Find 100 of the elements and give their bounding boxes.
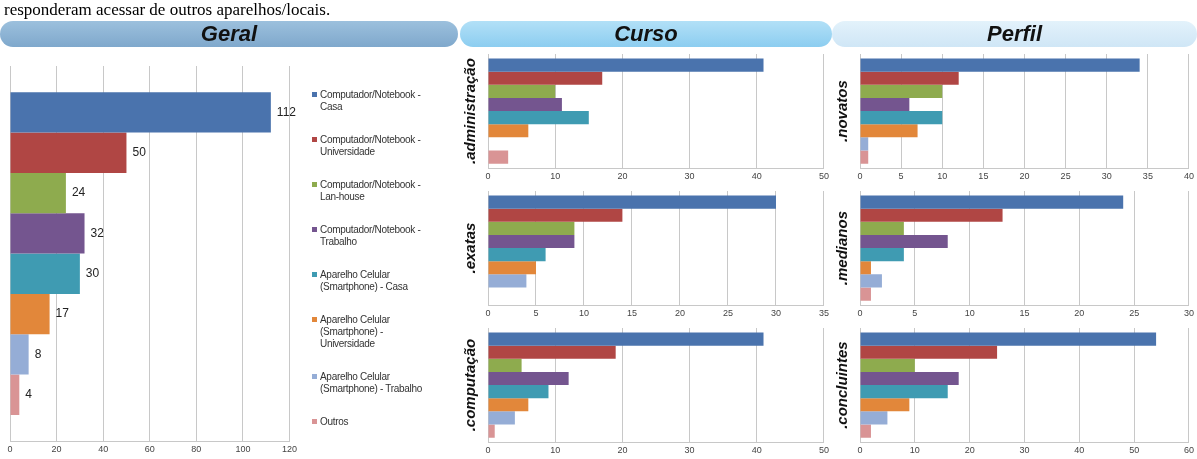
bar: [488, 411, 515, 425]
bar: [488, 208, 623, 222]
x-tick-label: 20: [617, 171, 628, 182]
y-axis-title: .administração: [461, 58, 479, 165]
bar: [860, 195, 1124, 209]
data-label: 112: [276, 104, 297, 119]
chart-title: Geral: [0, 21, 458, 47]
legend-label: Computador/Notebook - Trabalho: [320, 223, 422, 248]
x-tick-label: 0: [485, 171, 491, 182]
x-tick-label: 0: [7, 444, 13, 455]
legend-label: Aparelho Celular (Smartphone) - Universidade: [320, 313, 391, 350]
x-tick-label: 30: [770, 308, 781, 319]
bar: [860, 58, 1140, 72]
x-tick-label: 10: [937, 171, 948, 182]
bar: [10, 374, 20, 415]
bar: [860, 234, 948, 249]
data-label: 24: [71, 185, 86, 200]
bar: [860, 221, 904, 235]
legend-label: Aparelho Celular (Smartphone) - Trabalho: [320, 370, 424, 395]
bar: [488, 261, 536, 275]
bar: [860, 137, 869, 151]
x-tick-label: 25: [1129, 308, 1140, 319]
bar: [860, 358, 915, 372]
y-axis-title: .exatas: [461, 222, 479, 274]
bar: [488, 221, 575, 235]
x-tick-label: 0: [857, 445, 863, 456]
x-tick-label: 10: [550, 171, 561, 182]
x-tick-label: 40: [1074, 445, 1085, 456]
bar: [488, 111, 589, 125]
x-tick-label: 25: [1060, 171, 1071, 182]
data-label: 8: [34, 346, 42, 361]
bar: [488, 71, 603, 85]
x-tick-label: 60: [1183, 445, 1194, 456]
bar: [488, 234, 575, 249]
legend-label: Computador/Notebook - Lan-house: [320, 178, 422, 203]
x-tick-label: 0: [485, 308, 491, 319]
bar: [488, 398, 529, 412]
x-tick-label: 40: [1183, 171, 1194, 182]
bar: [488, 371, 569, 386]
x-tick-label: 0: [857, 308, 863, 319]
x-tick-label: 5: [912, 308, 918, 319]
chart-title: Perfil: [832, 21, 1197, 47]
x-tick-label: 15: [978, 171, 989, 182]
bar: [860, 345, 998, 359]
x-tick-label: 30: [684, 445, 695, 456]
bar: [860, 398, 910, 412]
bar: [488, 58, 764, 72]
x-tick-label: 5: [533, 308, 539, 319]
bar: [488, 150, 509, 164]
bar: [860, 332, 1157, 346]
bar: [860, 71, 959, 85]
legend-label: Outros: [320, 415, 349, 428]
bar: [488, 124, 529, 138]
x-tick-label: 10: [550, 445, 561, 456]
legend-label: Computador/Notebook - Casa: [320, 88, 422, 113]
bar: [488, 358, 522, 372]
x-tick-label: 30: [1183, 308, 1194, 319]
x-tick-label: 20: [51, 444, 62, 455]
bar: [860, 261, 871, 275]
y-axis-title: .computação: [461, 338, 479, 432]
x-tick-label: 30: [684, 171, 695, 182]
x-tick-label: 100: [235, 444, 251, 455]
legend-label: Aparelho Celular (Smartphone) - Casa: [320, 268, 409, 293]
bar: [860, 424, 871, 438]
bar: [10, 334, 29, 375]
bar: [488, 345, 616, 359]
x-tick-label: 10: [578, 308, 590, 319]
bar: [860, 248, 904, 262]
bar: [10, 213, 85, 254]
y-axis-title: .medianos: [833, 211, 851, 286]
text: responderam acessar de outros aparelhos/locais.: [3, 0, 332, 20]
bar: [860, 411, 888, 425]
bar: [860, 287, 871, 301]
bar: [10, 293, 50, 335]
bar: [488, 248, 546, 262]
x-tick-label: 30: [1019, 445, 1030, 456]
x-tick-label: 120: [281, 444, 298, 455]
bar: [860, 274, 882, 288]
x-tick-label: 0: [857, 171, 863, 182]
bar: [10, 92, 271, 133]
bar: [860, 97, 910, 112]
bar: [488, 332, 764, 346]
x-tick-label: 35: [1142, 171, 1153, 182]
x-tick-label: 40: [98, 444, 109, 455]
x-tick-label: 20: [617, 445, 628, 456]
x-tick-label: 20: [1074, 308, 1085, 319]
data-label: 4: [25, 387, 33, 402]
bar: [860, 150, 869, 164]
bar: [488, 84, 556, 98]
bar: [860, 84, 943, 98]
x-tick-label: 20: [1019, 171, 1030, 182]
x-tick-label: 5: [898, 171, 904, 182]
x-tick-label: 15: [1019, 308, 1030, 319]
x-tick-label: 40: [751, 445, 762, 456]
x-tick-label: 50: [818, 171, 829, 182]
bar: [860, 208, 1003, 222]
chart-title: Curso: [460, 21, 832, 47]
x-tick-label: 25: [722, 308, 733, 319]
bar: [488, 274, 527, 288]
bar: [10, 172, 66, 214]
